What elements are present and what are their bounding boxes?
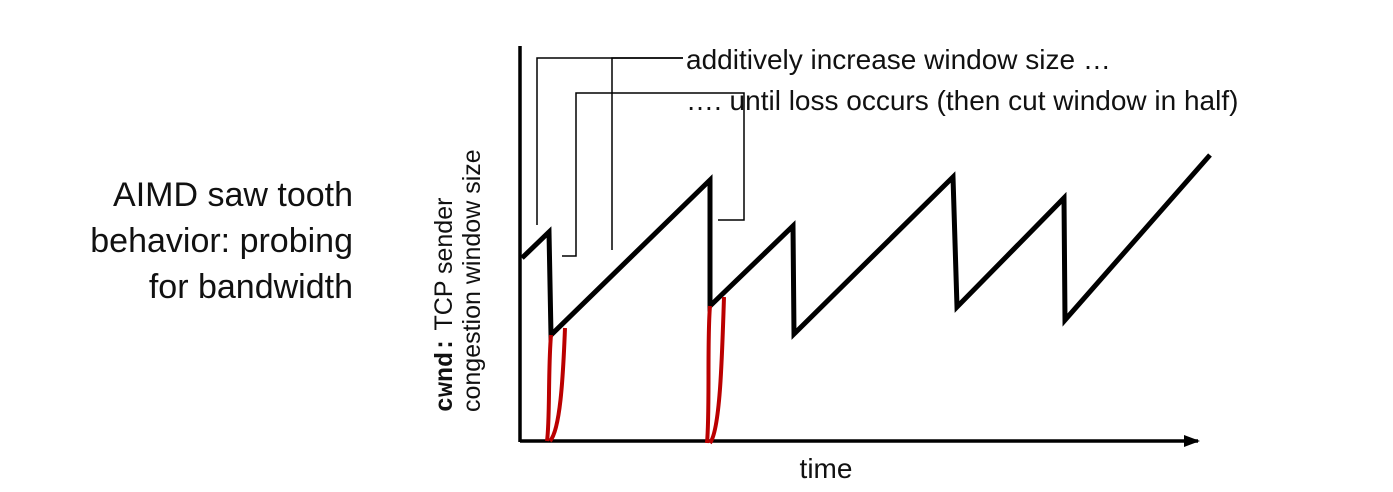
caption-line-1: AIMD saw tooth — [113, 176, 353, 214]
loss-callout-line-2 — [683, 92, 745, 221]
increase-callout-line-1 — [536, 57, 683, 225]
increase-callout-lines — [536, 57, 683, 250]
y-axis-label: cwnd: TCP sender congestion window size — [430, 149, 486, 412]
y-axis-label-text: TCP sender — [430, 198, 458, 337]
x-axis-label: time — [800, 453, 853, 484]
increase-annotation: additively increase window size … — [686, 44, 1111, 75]
loss-callout-lines — [562, 92, 745, 257]
cwnd-sawtooth-line — [520, 153, 1212, 341]
y-axis-variable: cwnd: — [431, 337, 460, 412]
slow-start-curve-3 — [705, 305, 712, 444]
caption-line-2: behavior: probing — [90, 222, 353, 260]
slow-start-curve-1 — [545, 334, 553, 442]
diagram-caption: AIMD saw tooth behavior: probing for ban… — [0, 172, 353, 310]
slow-start-curve-4 — [708, 296, 726, 445]
loss-annotation: …. until loss occurs (then cut window in… — [686, 85, 1238, 116]
slow-start-curve-2 — [548, 327, 567, 443]
loss-callout-line-1 — [562, 92, 683, 257]
slow-start-curves — [545, 296, 726, 445]
y-axis-label-line-2: congestion window size — [458, 149, 486, 412]
caption-line-3: for bandwidth — [148, 268, 353, 306]
increase-callout-line-2 — [611, 57, 683, 250]
y-axis-label-line-1: cwnd: TCP sender — [430, 198, 460, 412]
